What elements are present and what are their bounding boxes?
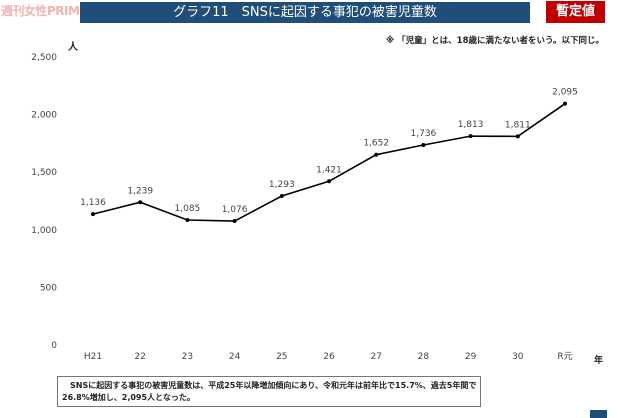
logo: 週刊女性PRIME bbox=[1, 4, 88, 18]
series-line bbox=[92, 102, 566, 222]
x-tick-label: R元 bbox=[557, 352, 572, 362]
x-tick-label: 25 bbox=[276, 352, 287, 362]
data-label: 1,239 bbox=[127, 186, 153, 196]
x-tick-label: H21 bbox=[84, 352, 102, 362]
data-point bbox=[421, 143, 426, 148]
data-label: 1,136 bbox=[80, 198, 106, 208]
y-tick-label: 1,500 bbox=[31, 168, 57, 178]
provisional-badge: 暫定値 bbox=[546, 1, 605, 23]
x-tick-label: 27 bbox=[370, 352, 381, 362]
y-tick-label: 2,000 bbox=[31, 111, 57, 121]
y-tick-label: 1,000 bbox=[31, 226, 57, 236]
data-point bbox=[232, 219, 237, 224]
data-label: 1,085 bbox=[175, 204, 201, 214]
data-point bbox=[374, 152, 379, 157]
data-label: 2,095 bbox=[552, 88, 578, 98]
data-label: 1,813 bbox=[458, 120, 484, 130]
data-label: 1,076 bbox=[222, 205, 248, 215]
data-label: 1,293 bbox=[269, 180, 295, 190]
footnote: ※ 「児童」とは、18歳に満たない者をいう。以下同じ。 bbox=[385, 36, 604, 46]
x-tick-label: 29 bbox=[465, 352, 477, 362]
corner-decoration bbox=[590, 410, 607, 418]
x-tick-label: 24 bbox=[229, 352, 241, 362]
data-point bbox=[327, 179, 331, 184]
x-tick-label: 26 bbox=[323, 352, 335, 362]
data-label: 1,736 bbox=[411, 129, 437, 139]
data-point bbox=[185, 218, 190, 223]
x-tick-label: 28 bbox=[418, 352, 430, 362]
data-point bbox=[279, 194, 284, 199]
data-label: 1,421 bbox=[316, 165, 342, 175]
y-axis-label: 人 bbox=[68, 40, 79, 53]
data-point bbox=[515, 134, 520, 139]
data-point bbox=[138, 200, 143, 205]
y-tick-label: 500 bbox=[40, 283, 57, 293]
data-point bbox=[468, 134, 473, 139]
x-axis-label: 年 bbox=[594, 354, 603, 366]
data-label: 1,811 bbox=[505, 120, 531, 130]
data-label: 1,652 bbox=[363, 139, 389, 149]
data-point bbox=[563, 101, 567, 106]
chart-title: グラフ11 SNSに起因する事犯の被害児童数 bbox=[80, 2, 530, 23]
x-tick-label: 30 bbox=[512, 352, 524, 362]
x-tick-label: 23 bbox=[182, 352, 193, 362]
y-tick-label: 2,500 bbox=[31, 53, 57, 63]
data-point bbox=[91, 212, 95, 217]
x-tick-label: 22 bbox=[134, 352, 145, 362]
y-tick-label: 0 bbox=[51, 341, 57, 351]
summary-box: SNSに起因する事犯の被害児童数は、平成25年以降増加傾向にあり、令和元年は前年… bbox=[57, 376, 481, 407]
